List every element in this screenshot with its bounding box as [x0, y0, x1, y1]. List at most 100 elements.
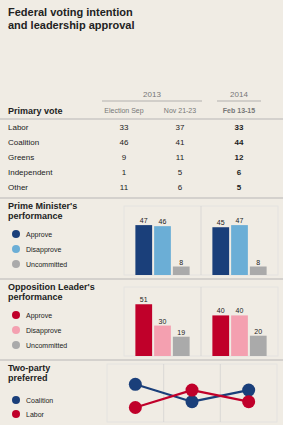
plot-frame	[107, 364, 277, 422]
data-labels: 51 30 19 40 40 20	[140, 296, 262, 335]
data-label: 46	[159, 218, 167, 225]
bar	[154, 326, 171, 356]
markers	[129, 378, 255, 414]
legend-label: Coalition	[26, 397, 53, 404]
column-header: Nov 21-23	[164, 107, 196, 114]
table-cell: 11	[176, 153, 185, 162]
year-label: 2013	[143, 90, 161, 99]
table-cell: 6	[237, 168, 242, 177]
bar	[173, 267, 190, 275]
title: Opposition Leader'sperformance	[8, 282, 95, 302]
data-label: 47	[140, 217, 148, 224]
data-label: 19	[177, 329, 185, 336]
title-line: performance	[8, 292, 63, 302]
table-cell: 11	[120, 183, 129, 192]
title-line: Two-party	[8, 363, 50, 373]
row-label: Coalition	[8, 138, 39, 147]
data-label: 40	[217, 307, 225, 314]
bar	[135, 304, 152, 356]
table-cell: 33	[235, 123, 244, 132]
data-label: 20	[254, 328, 262, 335]
data-labels: 544852465248	[131, 381, 252, 411]
data-label: 30	[159, 318, 167, 325]
group-divider	[201, 206, 202, 275]
marker	[186, 384, 199, 397]
title-line: and leadership approval	[8, 19, 135, 31]
bars	[135, 304, 266, 356]
title: Two-partypreferred	[8, 363, 50, 383]
legend-label: Disapprove	[26, 246, 62, 254]
data-label: 45	[217, 219, 225, 226]
legend-swatch	[12, 311, 20, 319]
row-label: Labor	[8, 123, 29, 132]
group-divider	[201, 287, 202, 356]
legend-swatch	[12, 245, 20, 253]
separator	[0, 119, 283, 120]
table-cell: 5	[178, 168, 183, 177]
column-header: Election Sep	[104, 107, 143, 115]
column-header: Feb 13-15	[223, 107, 255, 114]
table-cell: 5	[237, 183, 242, 192]
bar	[250, 267, 267, 275]
data-label: 51	[140, 296, 148, 303]
title: Federal voting intentionand leadership a…	[8, 6, 135, 31]
legend-label: Approve	[26, 231, 52, 239]
lines	[135, 384, 248, 407]
bar	[173, 337, 190, 356]
title-line: Federal voting intention	[8, 6, 133, 18]
table-cell: 37	[176, 123, 185, 132]
data-labels: 47 46 8 45 47 8	[140, 217, 260, 265]
bar	[135, 225, 152, 275]
subtitle: Primary vote	[8, 106, 63, 116]
title-line: Opposition Leader's	[8, 282, 95, 292]
data-label: 8	[179, 259, 183, 266]
legend-swatch	[12, 341, 20, 349]
bar	[250, 336, 267, 356]
bar	[212, 227, 229, 275]
year-label: 2014	[230, 90, 248, 99]
year-bracket	[102, 101, 202, 102]
bar-chart: Prime Minister'sperformance Approve Disapp…	[8, 201, 278, 275]
group-divider	[220, 364, 221, 422]
table-cell: 33	[120, 123, 129, 132]
legend-label: Labor	[26, 411, 45, 418]
legend-swatch	[12, 396, 20, 404]
title-line: Prime Minister's	[8, 201, 77, 211]
table-cell: 44	[235, 138, 244, 147]
year-bracket	[217, 101, 261, 102]
table-cell: 41	[176, 138, 185, 147]
marker	[129, 378, 142, 391]
section-separator	[0, 360, 283, 361]
table: Federal voting intentionand leadership a…	[0, 6, 283, 192]
legend-swatch	[12, 260, 20, 268]
bar	[231, 225, 248, 275]
row-label: Other	[8, 183, 28, 192]
table-cell: 9	[122, 153, 127, 162]
legend-swatch	[12, 410, 20, 418]
bar	[231, 315, 248, 356]
table-cell: 12	[235, 153, 244, 162]
row-label: Independent	[8, 168, 53, 177]
section-separator	[0, 279, 283, 280]
bars	[135, 225, 266, 275]
legend-label: Uncommitted	[26, 261, 67, 268]
bar	[212, 315, 229, 356]
data-label: 8	[256, 259, 260, 266]
marker	[242, 384, 255, 397]
legend-label: Approve	[26, 312, 52, 320]
title-line: performance	[8, 211, 63, 221]
data-label: 40	[236, 307, 244, 314]
bar	[154, 226, 171, 275]
table-cell: 6	[178, 183, 183, 192]
background	[0, 0, 283, 425]
data-label: 47	[236, 217, 244, 224]
row-label: Greens	[8, 153, 34, 162]
line-chart: Two-partypreferred Coalition Labor 54485246…	[8, 363, 277, 422]
bar-chart: Opposition Leader'sperformanceApproveDis…	[8, 282, 278, 356]
marker	[129, 401, 142, 414]
marker	[186, 395, 199, 408]
section-separator	[0, 198, 283, 199]
plot-frame	[124, 206, 278, 275]
legend-swatch	[12, 326, 20, 334]
title-line: preferred	[8, 373, 48, 383]
